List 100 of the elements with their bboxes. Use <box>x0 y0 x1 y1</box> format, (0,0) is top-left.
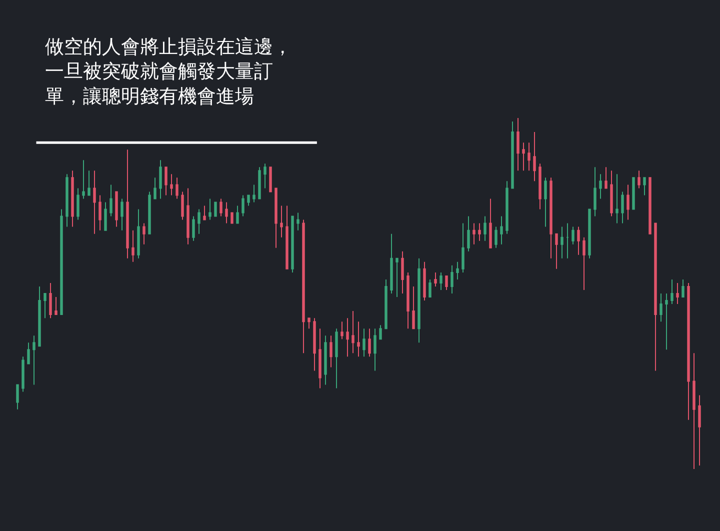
candlestick <box>335 328 338 389</box>
candlestick <box>318 328 322 389</box>
candlestick <box>142 222 146 245</box>
candlestick <box>396 258 398 298</box>
candlestick <box>164 166 168 196</box>
candlestick <box>456 261 459 280</box>
candlestick <box>506 180 508 234</box>
candlestick <box>582 236 586 290</box>
candlestick <box>16 384 19 410</box>
candlestick <box>49 282 52 319</box>
candlestick <box>236 205 239 224</box>
candlestick <box>71 170 74 228</box>
candlestick <box>330 335 332 368</box>
candlestick <box>274 188 278 248</box>
candlestick <box>599 174 602 200</box>
candlestick <box>225 202 228 224</box>
candlestick <box>88 170 90 196</box>
candlestick <box>692 352 696 469</box>
candlestick <box>296 212 300 231</box>
candlestick <box>44 293 46 319</box>
candlestick <box>291 216 294 273</box>
candlestick <box>357 321 360 358</box>
candlestick <box>511 121 514 189</box>
candlestick <box>418 258 420 344</box>
candlestick <box>214 202 217 217</box>
candlestick <box>38 286 41 347</box>
candlestick <box>572 226 574 245</box>
candlestick <box>621 191 624 224</box>
candlestick <box>616 174 618 224</box>
candlestick <box>560 226 564 259</box>
candlestick <box>186 188 190 245</box>
candlestick <box>406 272 410 330</box>
candlestick <box>60 208 63 316</box>
candlestick <box>76 188 80 220</box>
candlestick <box>110 184 112 217</box>
candlestick <box>203 205 206 220</box>
candlestick <box>324 335 327 386</box>
text: 做空的人會將止損設在這邊，一旦被突破就會觸發大量訂單，讓聰明錢有機會進場 <box>45 36 292 108</box>
candlestick <box>148 191 151 234</box>
candlestick <box>181 191 184 220</box>
candlestick <box>484 216 486 242</box>
candlestick <box>27 342 30 364</box>
candlestick <box>32 335 36 386</box>
candlestick <box>643 177 646 196</box>
candlestick <box>533 132 536 182</box>
candlestick <box>676 282 679 305</box>
candlestick <box>280 205 283 238</box>
candlestick <box>120 198 124 231</box>
candlestick <box>450 264 454 294</box>
candlestick <box>682 278 684 298</box>
candlestick <box>170 174 173 196</box>
candlestick <box>588 208 591 259</box>
candlestick <box>472 222 476 245</box>
candlestick <box>665 293 668 350</box>
candlestick <box>594 166 596 217</box>
candlestick <box>252 184 256 203</box>
candlestick <box>126 149 129 259</box>
candlestick <box>352 310 354 354</box>
candlestick <box>346 318 349 358</box>
candlestick <box>654 222 657 372</box>
candlestick <box>478 222 481 242</box>
candlestick <box>313 318 316 372</box>
candlestick <box>489 198 492 248</box>
candlestick <box>467 216 470 252</box>
candlestick <box>82 160 85 200</box>
candlestick <box>544 177 547 228</box>
candlestick <box>500 216 503 245</box>
candlestick <box>428 278 432 298</box>
candlestick <box>308 318 310 330</box>
candlestick <box>137 208 140 259</box>
candlestick <box>104 202 107 231</box>
candlestick <box>550 177 552 259</box>
candlestick <box>528 142 530 172</box>
candlestick <box>247 194 250 206</box>
candlestick <box>379 324 382 340</box>
candlestick <box>286 205 288 270</box>
candlestick <box>269 166 272 192</box>
candlestick <box>98 194 102 231</box>
candlestick <box>604 166 608 189</box>
candlestick <box>401 250 404 294</box>
candlestick <box>566 222 569 259</box>
candlestick <box>368 328 371 358</box>
candlestick <box>434 272 437 287</box>
candlestick <box>54 296 58 316</box>
candlestick <box>670 278 674 305</box>
candlestick <box>412 286 415 330</box>
candlestick <box>22 356 24 392</box>
candlestick <box>555 233 558 270</box>
candlestick <box>610 170 613 217</box>
candlestick <box>159 160 162 200</box>
candlestick <box>230 212 234 224</box>
candlestick <box>176 177 178 200</box>
candlestick <box>192 216 195 242</box>
candlestick <box>638 170 640 189</box>
candlestick <box>198 208 200 234</box>
candlestick <box>538 163 542 210</box>
candlestick <box>577 226 580 256</box>
candlestick <box>687 282 690 420</box>
candlestick <box>340 321 344 340</box>
candlestick <box>462 222 464 273</box>
